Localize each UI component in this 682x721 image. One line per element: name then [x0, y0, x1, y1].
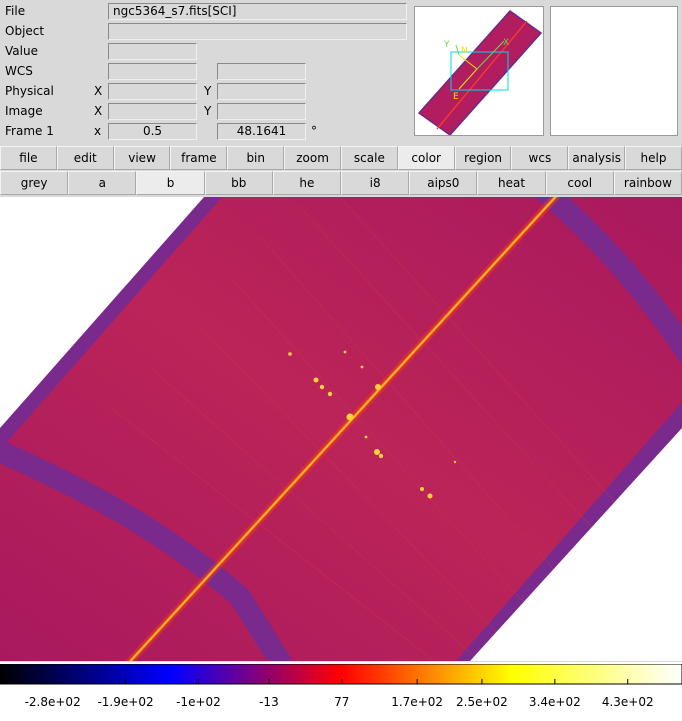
menu-file[interactable]: file	[0, 146, 57, 170]
info-panel: File ngc5364_s7.fits[SCI] Object Value W…	[0, 0, 682, 145]
compass-east-label: E	[453, 92, 459, 102]
colormap-he[interactable]: he	[272, 171, 342, 195]
colormap-a[interactable]: a	[68, 171, 137, 195]
compass-north-label: N	[461, 46, 468, 56]
physical-y-field[interactable]	[217, 83, 306, 100]
menu-frame[interactable]: frame	[170, 146, 228, 170]
physical-x-field[interactable]	[108, 83, 197, 100]
colormap-aips0[interactable]: aips0	[409, 171, 478, 195]
colorbar-tick-label: 2.5e+02	[456, 695, 508, 709]
image-x-label: X	[94, 104, 103, 118]
menu-bin[interactable]: bin	[227, 146, 285, 170]
menu-view[interactable]: view	[113, 146, 171, 170]
colorbar-tick-label: 3.4e+02	[528, 695, 581, 709]
colormap-rainbow[interactable]: rainbow	[613, 171, 682, 195]
colorbar-tick-label: 1.7e+02	[391, 695, 444, 709]
zoom-field[interactable]: 0.5	[108, 123, 197, 140]
wcs-label: WCS	[5, 64, 33, 78]
colorbar[interactable]: -2.8e+02 -1.9e+02 -1e+02 -13 77 1.7e+02 2.5e+0…	[0, 662, 682, 721]
colorbar-tick-label: -1e+02	[176, 695, 221, 709]
colorbar-tick-label: -2.8e+02	[24, 695, 81, 709]
colormap-b[interactable]: b	[136, 171, 205, 195]
menu-color[interactable]: color	[397, 146, 455, 170]
panner-spectrum-line	[436, 20, 528, 130]
panner-image-shape	[417, 10, 543, 136]
menu-analysis[interactable]: analysis	[568, 146, 626, 170]
value-label: Value	[5, 44, 38, 58]
spectrum-core	[124, 197, 561, 661]
panner-thumbnail: E N X Y	[417, 10, 543, 136]
wcs-x-field[interactable]	[108, 63, 197, 80]
colorbar-tick-label: 4.3e+02	[601, 695, 654, 709]
image-x-field[interactable]	[108, 103, 197, 120]
zoom-x-label: x	[94, 124, 102, 138]
menu-scale[interactable]: scale	[340, 146, 398, 170]
physical-label: Physical	[5, 84, 54, 98]
image-y-label: Y	[204, 104, 212, 118]
menu-wcs[interactable]: wcs	[511, 146, 569, 170]
colorbar-tick-label: -13	[259, 695, 279, 709]
magnifier-view	[550, 6, 678, 136]
compass-x-label: X	[503, 38, 509, 48]
colorbar-gradient	[0, 664, 682, 685]
menu-edit[interactable]: edit	[56, 146, 114, 170]
compass-icon: E N X Y	[443, 38, 509, 102]
arc-band-top	[532, 197, 682, 364]
frame-label: Frame 1	[5, 124, 54, 138]
menu-zoom[interactable]: zoom	[284, 146, 341, 170]
arc-band-bottom	[0, 436, 300, 661]
colormap-heat[interactable]: heat	[477, 171, 546, 195]
colormap-grey[interactable]: grey	[0, 171, 69, 195]
image-display[interactable]	[0, 197, 682, 661]
file-field[interactable]: ngc5364_s7.fits[SCI]	[108, 3, 407, 20]
colorbar-tick-label: 77	[334, 695, 350, 709]
colormap-i8[interactable]: i8	[341, 171, 410, 195]
colormap-bb[interactable]: bb	[204, 171, 273, 195]
menu-help[interactable]: help	[625, 146, 682, 170]
panner-view-box[interactable]	[450, 51, 509, 91]
object-field[interactable]	[108, 23, 407, 40]
panner-view[interactable]: E N X Y	[414, 6, 544, 136]
value-field[interactable]	[108, 43, 197, 60]
compass-y-label: Y	[443, 40, 450, 50]
main-menu-bar: file edit view frame bin zoom scale color region…	[0, 146, 682, 170]
colormap-button-bar: grey a b bb he i8 aips0 heat cool rainbow	[0, 171, 682, 195]
spectrum-image	[0, 197, 682, 661]
emission-knots	[288, 350, 457, 499]
colorbar-tick-label: -1.9e+02	[97, 695, 154, 709]
physical-y-label: Y	[204, 84, 212, 98]
image-y-field[interactable]	[217, 103, 306, 120]
wcs-y-field[interactable]	[217, 63, 306, 80]
file-label: File	[5, 4, 26, 18]
image-label: Image	[5, 104, 43, 118]
physical-x-label: X	[94, 84, 103, 98]
colormap-cool[interactable]: cool	[545, 171, 614, 195]
object-label: Object	[5, 24, 45, 38]
degree-label: °	[311, 124, 317, 138]
menu-region[interactable]: region	[454, 146, 512, 170]
angle-field[interactable]: 48.1641	[217, 123, 306, 140]
